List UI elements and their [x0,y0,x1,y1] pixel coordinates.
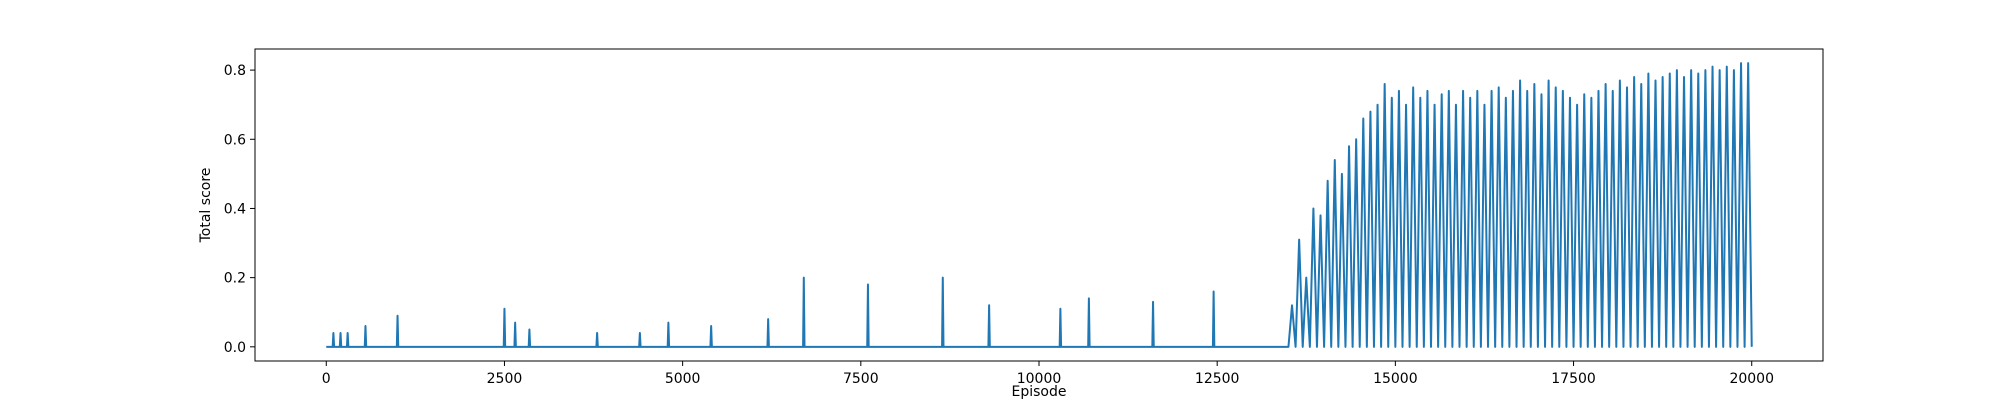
y-tick-label: 0.8 [224,63,246,79]
x-axis-label: Episode [1012,384,1067,400]
line-series [326,62,1753,348]
y-tick-label: 0.6 [224,132,246,148]
x-tick-label: 7500 [843,371,879,387]
x-tick-label: 2500 [487,371,523,387]
x-tick-label: 17500 [1551,371,1596,387]
plot-frame [254,48,1824,362]
y-tick-label: 0.4 [224,201,246,217]
x-tick-label: 12500 [1195,371,1240,387]
x-tick-label: 20000 [1729,371,1774,387]
y-tick-label: 0.0 [224,340,246,356]
y-axis-label: Total score [198,168,214,244]
x-tick-label: 5000 [665,371,701,387]
x-tick-label: 0 [322,371,331,387]
x-tick-label: 10000 [1017,371,1062,387]
x-tick-label: 15000 [1373,371,1418,387]
y-tick-label: 0.2 [224,271,246,287]
